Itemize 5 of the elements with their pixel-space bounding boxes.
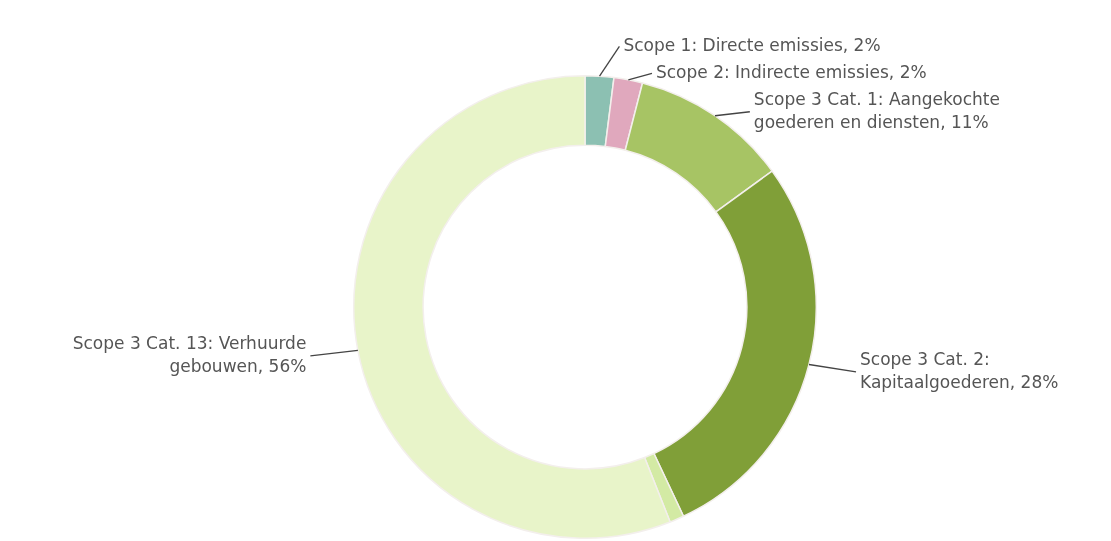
slice-label: Scope 3 Cat. 1: Aangekochte goederen en diensten, 11%	[753, 88, 1000, 132]
slice-label: Scope 3 Cat. 2: Kapitaalgoederen, 28%	[860, 348, 1059, 392]
slice-label: Scope 2: Indirecte emissies, 2%	[655, 61, 927, 82]
slice-label: Scope 3 Cat. 13: Verhuurde gebouwen, 56%	[72, 332, 307, 376]
slice-label: Scope 1: Directe emissies, 2%	[623, 34, 881, 55]
